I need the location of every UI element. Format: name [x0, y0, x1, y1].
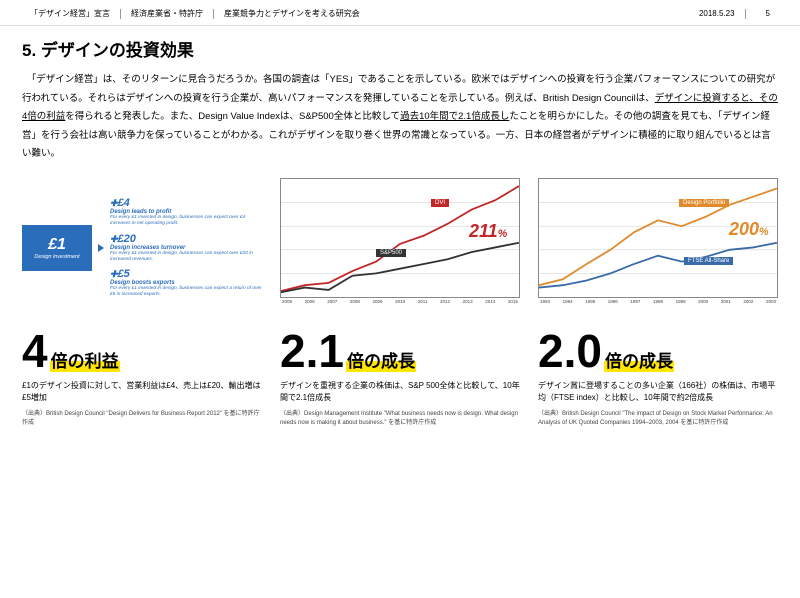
stat-source: （出典）Design Management Institute "What bu…: [280, 410, 520, 428]
x-axis-ticks: 2005 2006 2007 2008 2009 2010 2011 2012 2013 2014…: [280, 298, 520, 304]
stat-block: 2.0 倍の成長 デザイン賞に登場することの多い企業（166社）の株価は、市場平…: [538, 328, 778, 429]
figure-left: £1 Design investment ✚£4Design leads to …: [22, 178, 262, 429]
stat-unit: 倍の利益: [50, 347, 120, 372]
stat-description: £1のデザイン投資に対して、営業利益は£4、売上は£20、輸出増は£5増加: [22, 380, 262, 406]
return-desc: For every £1 invested in design, busines…: [110, 286, 262, 298]
stat-number: 2.1: [280, 328, 344, 374]
x-tick: 1999: [676, 299, 686, 304]
investment-label: Design investment: [34, 254, 79, 260]
x-tick: 2013: [463, 299, 473, 304]
header-title-3: 産業競争力とデザインを考える研究会: [214, 8, 370, 19]
page-number: 5: [746, 9, 780, 18]
x-tick: 2011: [418, 299, 428, 304]
x-tick: 1993: [540, 299, 550, 304]
return-item: ✚£5Design boosts exportsFor every £1 inv…: [110, 268, 262, 298]
returns-list: ✚£4Design leads to profitFor every £1 in…: [110, 197, 262, 298]
stat-block: 2.1 倍の成長 デザインを重視する企業の株価は、S&P 500全体と比較して、…: [280, 328, 520, 429]
stat-unit: 倍の成長: [346, 347, 416, 372]
x-tick: 2005: [282, 299, 292, 304]
return-amount: ✚£5: [110, 268, 262, 280]
growth-percentage: 211%: [469, 221, 507, 242]
x-tick: 1994: [563, 299, 573, 304]
x-tick: 2010: [395, 299, 405, 304]
header-title-2: 経済産業省・特許庁: [121, 8, 213, 19]
line-chart-dvi: DVI S&P500 211%: [280, 178, 520, 298]
series-label: DVI: [431, 199, 449, 207]
growth-percentage: 200%: [729, 219, 769, 240]
line-chart-ftse: Design Portfolio FTSE All-Share 200%: [538, 178, 778, 298]
body-paragraph: 「デザイン経営」は、そのリターンに見合うだろうか。各国の調査は「YES」であるこ…: [22, 71, 778, 164]
return-item: ✚£4Design leads to profitFor every £1 in…: [110, 197, 262, 227]
header-date: 2018.5.23: [689, 9, 745, 18]
x-tick: 2006: [305, 299, 315, 304]
x-tick: 1998: [653, 299, 663, 304]
return-desc: For every £1 invested in design, busines…: [110, 215, 262, 227]
figure-middle: DVIS&P500211% 20052006200720082009201020…: [280, 178, 520, 429]
investment-badge: £1 Design investment: [22, 225, 92, 271]
arrow-right-icon: [98, 244, 104, 252]
stat-number: 2.0: [538, 328, 602, 374]
x-tick: 2007: [327, 299, 337, 304]
series-label: S&P500: [376, 249, 406, 257]
return-item: ✚£20Design increases turnoverFor every £…: [110, 233, 262, 263]
x-tick: 2015: [508, 299, 518, 304]
investment-amount: £1: [48, 236, 66, 254]
x-tick: 2000: [698, 299, 708, 304]
section-title: 5. デザインの投資効果: [22, 36, 778, 61]
x-tick: 2001: [721, 299, 731, 304]
x-tick: 2014: [485, 299, 495, 304]
stat-description: デザインを重視する企業の株価は、S&P 500全体と比較して、10年間で2.1倍…: [280, 380, 520, 406]
x-tick: 2009: [373, 299, 383, 304]
series-label: Design Portfolio: [679, 199, 729, 207]
stat-source: （出典）British Design Council "Design Deliv…: [22, 410, 262, 428]
stat-unit: 倍の成長: [604, 347, 674, 372]
page-header: 「デザイン経営」宣言 経済産業省・特許庁 産業競争力とデザインを考える研究会 2…: [0, 0, 800, 26]
x-tick: 2008: [350, 299, 360, 304]
x-tick: 1997: [630, 299, 640, 304]
x-tick: 2002: [743, 299, 753, 304]
stat-block: 4 倍の利益 £1のデザイン投資に対して、営業利益は£4、売上は£20、輸出増は…: [22, 328, 262, 429]
stat-number: 4: [22, 328, 48, 374]
x-tick: 1996: [608, 299, 618, 304]
x-tick: 1995: [585, 299, 595, 304]
series-label: FTSE All-Share: [684, 257, 733, 265]
return-amount: ✚£20: [110, 233, 262, 245]
header-title-1: 「デザイン経営」宣言: [20, 8, 120, 19]
figure-right: Design PortfolioFTSE All-Share200% 19931…: [538, 178, 778, 429]
x-tick: 2003: [766, 299, 776, 304]
stat-source: （出典）British Design Council "The impact o…: [538, 410, 778, 428]
stat-description: デザイン賞に登場することの多い企業（166社）の株価は、市場平均（FTSE in…: [538, 380, 778, 406]
x-tick: 2012: [440, 299, 450, 304]
return-amount: ✚£4: [110, 197, 262, 209]
return-desc: For every £1 invested in design, busines…: [110, 251, 262, 263]
x-axis-ticks: 1993 1994 1995 1996 1997 1998 1999 2000 2001 2002…: [538, 298, 778, 304]
